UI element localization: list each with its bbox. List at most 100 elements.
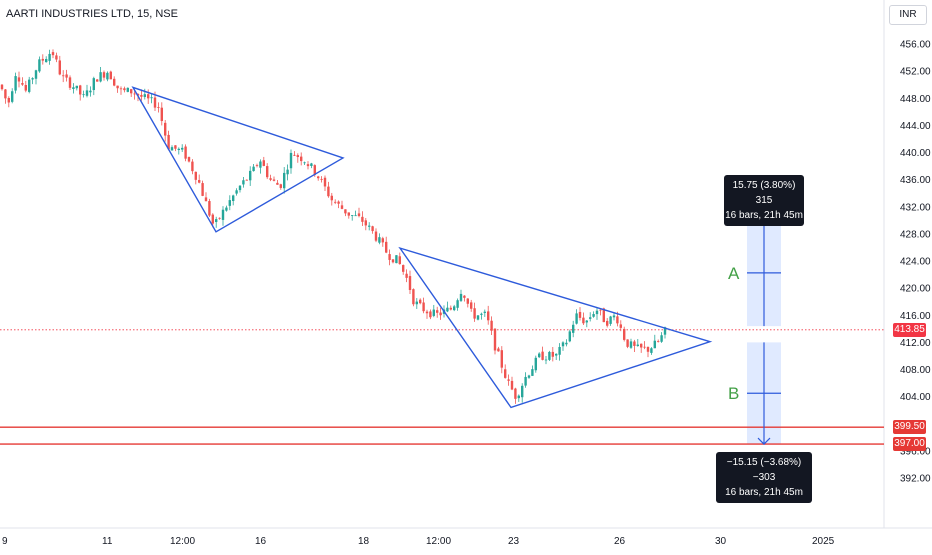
candle-body [174,145,177,149]
candle-body [555,353,558,356]
candle-body [408,276,412,290]
candle-body [153,97,157,108]
candle-body [89,90,92,93]
measure-b-line2: 16 bars, 21h 45m [725,487,803,498]
measure-a-info: 15.75 (3.80%) 315 16 bars, 21h 45m [724,175,804,226]
candle-body [215,219,218,223]
candle-body [374,231,378,241]
candle-body [378,237,381,243]
candle-body [483,311,486,313]
candle-body [449,307,452,310]
candle-body [602,308,605,323]
candle-body [130,89,133,94]
candle-body [177,148,180,151]
candle-body [55,55,58,60]
y-tick-label: 428.00 [900,229,931,240]
measure-b-info: −15.15 (−3.68%) −303 16 bars, 21h 45m [716,452,812,503]
candle-body [150,97,153,99]
candle-body [235,190,238,194]
candle-body [544,359,548,361]
candle-body [663,327,667,335]
y-tick-label: 452.00 [900,67,931,78]
candle-body [21,83,24,85]
triangle-2-pattern[interactable] [398,246,713,409]
currency-button[interactable]: INR [889,5,927,25]
candle-body [293,154,296,156]
candle-body [266,166,269,178]
candle-body [187,157,191,162]
measure-b-line1: −15.15 (−3.68%) −303 [726,457,802,483]
candle-body [368,225,371,227]
y-tick-label: 432.00 [900,202,931,213]
candle-body [412,289,415,305]
candle-body [303,162,306,164]
candle-body [184,146,187,159]
candle-body [517,395,520,399]
candle-body [14,76,17,91]
y-tick-label: 424.00 [900,257,931,268]
candle-body [255,165,259,166]
candle-body [487,311,490,321]
candle-body [510,380,514,390]
candle-body [391,259,395,263]
candle-body [538,353,541,358]
candle-body [68,77,72,88]
candle-body [595,310,599,315]
candle-body [364,220,367,226]
candle-body [34,70,38,79]
candle-body [201,183,204,196]
candle-body [551,351,554,357]
candle-body [323,177,327,187]
candle-body [31,78,34,80]
candle-body [347,212,350,216]
candle-body [28,79,31,92]
candle-body [242,180,245,185]
candle-body [527,375,531,378]
candle-body [405,273,408,278]
candle-body [439,312,442,316]
y-tick-label: 444.00 [900,121,931,132]
candle-body [17,77,21,82]
candle-body [143,94,146,97]
candle-body [381,238,384,243]
candle-body [245,179,248,181]
candle-body [41,58,44,61]
candle-body [534,357,537,371]
candle-body [24,85,27,91]
candle-body [38,59,41,72]
triangle-1-pattern[interactable] [131,86,345,233]
candle-body [650,348,653,353]
candle-body [456,300,459,308]
chart-title: AARTI INDUSTRIES LTD, 15, NSE [6,8,178,20]
y-tick-label: 456.00 [900,40,931,51]
candle-body [313,165,316,175]
x-tick-label: 12:00 [426,536,451,547]
candle-body [126,87,129,92]
x-tick-label: 23 [508,536,520,547]
x-tick-label: 16 [255,536,267,547]
candle-body [592,314,595,317]
candle-body [334,201,337,203]
candle-body [493,328,497,351]
candle-body [147,94,150,99]
candle-body [398,256,401,265]
candle-body [232,195,235,202]
candle-body [208,201,211,216]
candle-body [283,172,286,189]
candle-body [170,147,174,151]
candle-body [276,182,279,185]
candle-body [4,89,7,99]
candle-body [463,295,466,298]
candle-body [640,343,643,348]
candle-body [425,311,429,314]
candle-body [429,311,432,318]
candle-body [109,71,112,80]
candle-body [589,317,592,319]
candle-body [354,215,357,217]
candle-body [327,186,330,197]
measure-b-arrow-head [757,437,771,445]
candle-body [286,169,289,175]
y-tick-label: 412.00 [900,338,931,349]
